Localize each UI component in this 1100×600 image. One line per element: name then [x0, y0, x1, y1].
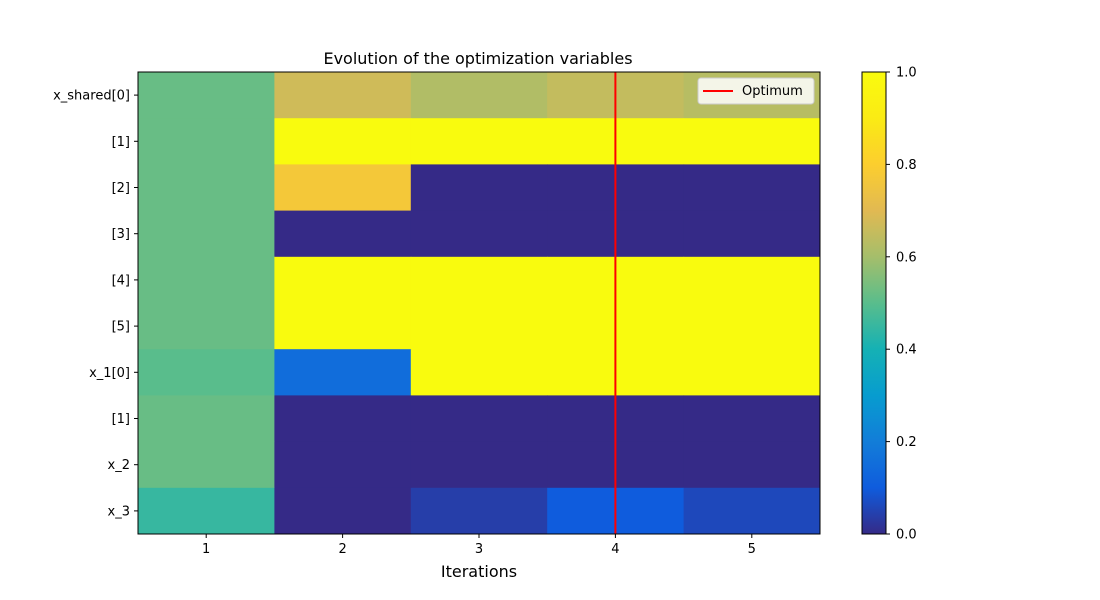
- heatmap-cell: [138, 349, 275, 396]
- heatmap-cell: [138, 256, 275, 304]
- row-tick-label: [3]: [112, 227, 130, 242]
- row-tick-label: x_1[0]: [89, 366, 130, 381]
- row-tick-label: [4]: [112, 273, 130, 288]
- heatmap-cell: [683, 256, 821, 304]
- heatmap-cell: [683, 395, 821, 443]
- heatmap-cell: [274, 72, 412, 119]
- legend-box: [697, 77, 815, 105]
- heatmap-cell: [274, 303, 412, 350]
- chart-title: Evolution of the optimization variables: [323, 49, 632, 68]
- heatmap-cell: [138, 210, 275, 258]
- heatmap-cell: [410, 256, 548, 304]
- colorbar-ticks: 0.0 0.2 0.4 0.6 0.8 1.0: [886, 66, 917, 543]
- heatmap-cell: [138, 395, 275, 443]
- legend-optimum-label: Optimum: [742, 84, 803, 99]
- colorbar-tick-label: 0.8: [896, 158, 917, 173]
- row-tick-label: x_2: [108, 458, 130, 473]
- row-tick-label: [1]: [112, 412, 130, 427]
- x-axis-label: Iterations: [441, 562, 517, 581]
- heatmap-cell: [274, 441, 412, 489]
- x-tick-labels: 1 2 3 4 5: [202, 534, 756, 557]
- heatmap-cell: [274, 210, 412, 258]
- heatmap-cell: [410, 395, 548, 443]
- heatmap-cell: [410, 164, 548, 212]
- colorbar-tick-label: 1.0: [896, 66, 917, 81]
- row-tick-label: x_3: [108, 504, 130, 519]
- heatmap-cell: [410, 210, 548, 258]
- heatmap-cell: [138, 72, 275, 119]
- heatmap-cell: [683, 441, 821, 489]
- heatmap-cell: [138, 303, 275, 350]
- x-tick-label: 2: [338, 542, 346, 557]
- heatmap-cell: [683, 118, 821, 165]
- heatmap-cell: [274, 164, 412, 212]
- colorbar-tick-label: 0.6: [896, 250, 917, 265]
- heatmap-cell: [274, 256, 412, 304]
- row-tick-labels: x_shared[0] [1] [2] [3] [4] [5] x_1[0] [1] x_2 x_…: [53, 89, 138, 519]
- row-tick-label: x_shared[0]: [53, 89, 130, 104]
- x-tick-label: 4: [611, 542, 619, 557]
- heatmap-cell: [274, 349, 412, 396]
- heatmap-cell: [138, 441, 275, 489]
- heatmap-cell: [410, 118, 548, 165]
- heatmap-cell: [683, 487, 821, 535]
- heatmap-cell: [138, 487, 275, 535]
- colorbar: [861, 71, 887, 535]
- heatmap-cell: [410, 349, 548, 396]
- heatmap-cell: [274, 118, 412, 165]
- heatmap-cell: [138, 118, 275, 165]
- heatmap-cell: [274, 487, 412, 535]
- colorbar-tick-label: 0.2: [896, 435, 917, 450]
- legend: Optimum: [697, 77, 815, 105]
- heatmap-cell: [410, 487, 548, 535]
- heatmap-cell: [274, 395, 412, 443]
- row-tick-label: [1]: [112, 135, 130, 150]
- colorbar-tick-label: 0.0: [896, 528, 917, 543]
- x-tick-label: 5: [748, 542, 756, 557]
- heatmap-cell: [410, 441, 548, 489]
- row-tick-label: [5]: [112, 320, 130, 335]
- heatmap-cell: [410, 72, 548, 119]
- heatmap-cell: [138, 164, 275, 212]
- x-tick-label: 3: [475, 542, 483, 557]
- heatmap-cell: [410, 303, 548, 350]
- heatmap-cell: [683, 164, 821, 212]
- heatmap-cell: [683, 349, 821, 396]
- heatmap-cells: [138, 72, 821, 535]
- row-tick-label: [2]: [112, 181, 130, 196]
- heatmap-cell: [683, 210, 821, 258]
- colorbar-tick-label: 0.4: [896, 343, 917, 358]
- x-tick-label: 1: [202, 542, 210, 557]
- heatmap-cell: [683, 303, 821, 350]
